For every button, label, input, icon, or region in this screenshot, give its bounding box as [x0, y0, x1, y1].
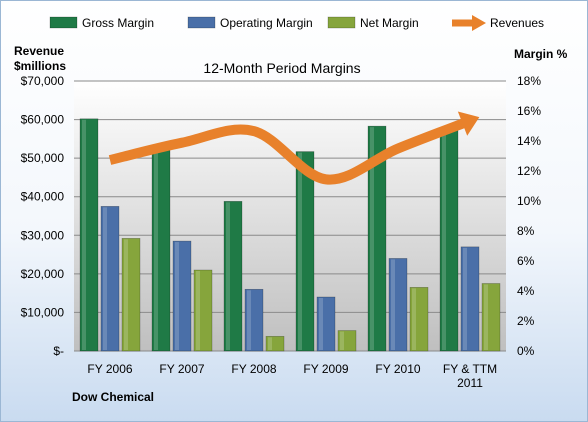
- left-axis-title-line1: Revenue: [14, 44, 64, 58]
- bar-net-margin: [409, 287, 429, 352]
- bar-net-margin: [265, 336, 285, 352]
- right-axis-ticks: 0% 2% 4% 6% 8% 10% 12% 14% 16% 18%: [517, 74, 541, 358]
- bar-highlight: [103, 207, 107, 350]
- bar-operating-margin: [460, 246, 480, 352]
- chart-title: 12-Month Period Margins: [203, 60, 360, 76]
- left-tick-label: $70,000: [21, 74, 65, 88]
- legend-label: Revenues: [490, 16, 544, 30]
- legend-label: Net Margin: [360, 16, 419, 30]
- right-tick-label: 10%: [517, 194, 541, 208]
- right-tick-label: 0%: [517, 344, 535, 358]
- right-tick-label: 14%: [517, 134, 541, 148]
- bar-highlight: [412, 288, 416, 350]
- bar-operating-margin: [100, 206, 120, 352]
- legend: Gross Margin Operating Margin Net Margin Re…: [49, 15, 544, 31]
- bar-highlight: [370, 127, 374, 350]
- bar-operating-margin: [316, 296, 336, 352]
- legend-label: Operating Margin: [220, 16, 313, 30]
- bar-net-margin: [481, 283, 501, 352]
- left-tick-label: $30,000: [21, 228, 65, 242]
- left-tick-label: $60,000: [21, 113, 65, 127]
- bar-highlight: [442, 131, 446, 350]
- bar-gross-margin: [367, 125, 387, 352]
- company-label: Dow Chemical: [72, 390, 154, 404]
- bar-highlight: [82, 119, 86, 350]
- bar-net-margin: [193, 269, 213, 352]
- category-label: FY 2010: [375, 362, 420, 376]
- right-tick-label: 8%: [517, 224, 535, 238]
- left-axis-ticks: $- $10,000 $20,000 $30,000 $40,000 $50,000 $60…: [21, 74, 65, 358]
- right-tick-label: 2%: [517, 314, 535, 328]
- bar-highlight: [175, 242, 179, 350]
- bar-highlight: [463, 247, 467, 350]
- right-tick-label: 6%: [517, 254, 535, 268]
- bar-operating-margin: [244, 288, 264, 352]
- right-tick-label: 16%: [517, 104, 541, 118]
- right-tick-label: 18%: [517, 74, 541, 88]
- bar-highlight: [319, 298, 323, 350]
- bar-highlight: [196, 271, 200, 350]
- right-tick-label: 12%: [517, 164, 541, 178]
- left-axis-title-line2: $millions: [14, 59, 66, 73]
- category-labels: FY 2006 FY 2007 FY 2008 FY 2009 FY 2010 FY & …: [87, 362, 497, 390]
- category-label: FY 2006: [87, 362, 132, 376]
- category-label: FY 2007: [159, 362, 204, 376]
- plot-area: [74, 81, 506, 351]
- left-tick-label: $10,000: [21, 305, 65, 319]
- category-label: FY & TTM: [443, 362, 497, 376]
- bar-net-margin: [337, 330, 357, 352]
- right-tick-label: 4%: [517, 284, 535, 298]
- legend-label: Gross Margin: [82, 16, 154, 30]
- bar-highlight: [247, 290, 251, 350]
- bar-highlight: [391, 259, 395, 350]
- bar-gross-margin: [79, 118, 99, 352]
- bar-highlight: [340, 331, 344, 350]
- bar-highlight: [154, 151, 158, 350]
- left-tick-label: $40,000: [21, 190, 65, 204]
- right-axis-title: Margin %: [514, 47, 568, 61]
- legend-swatch: [187, 16, 216, 29]
- bar-gross-margin: [295, 151, 315, 352]
- left-tick-label: $-: [53, 344, 64, 358]
- bars: [79, 118, 501, 352]
- category-label: FY 2008: [231, 362, 276, 376]
- category-label: FY 2009: [303, 362, 348, 376]
- bar-operating-margin: [388, 258, 408, 352]
- bar-highlight: [484, 284, 488, 350]
- legend-swatch: [49, 16, 78, 29]
- bar-highlight: [268, 337, 272, 350]
- category-label: 2011: [457, 376, 483, 390]
- bar-highlight: [298, 152, 302, 350]
- left-tick-label: $20,000: [21, 267, 65, 281]
- legend-swatch: [327, 16, 356, 29]
- bar-net-margin: [121, 238, 141, 352]
- revenue-line-path: [108, 116, 472, 185]
- revenue-arrowhead: [457, 111, 480, 136]
- left-tick-label: $50,000: [21, 151, 65, 165]
- bar-highlight: [124, 239, 128, 350]
- bar-operating-margin: [172, 240, 192, 352]
- bar-gross-margin: [223, 201, 243, 352]
- revenue-line: [108, 111, 480, 185]
- legend-swatch-arrow: [472, 15, 486, 31]
- bar-highlight: [226, 202, 230, 350]
